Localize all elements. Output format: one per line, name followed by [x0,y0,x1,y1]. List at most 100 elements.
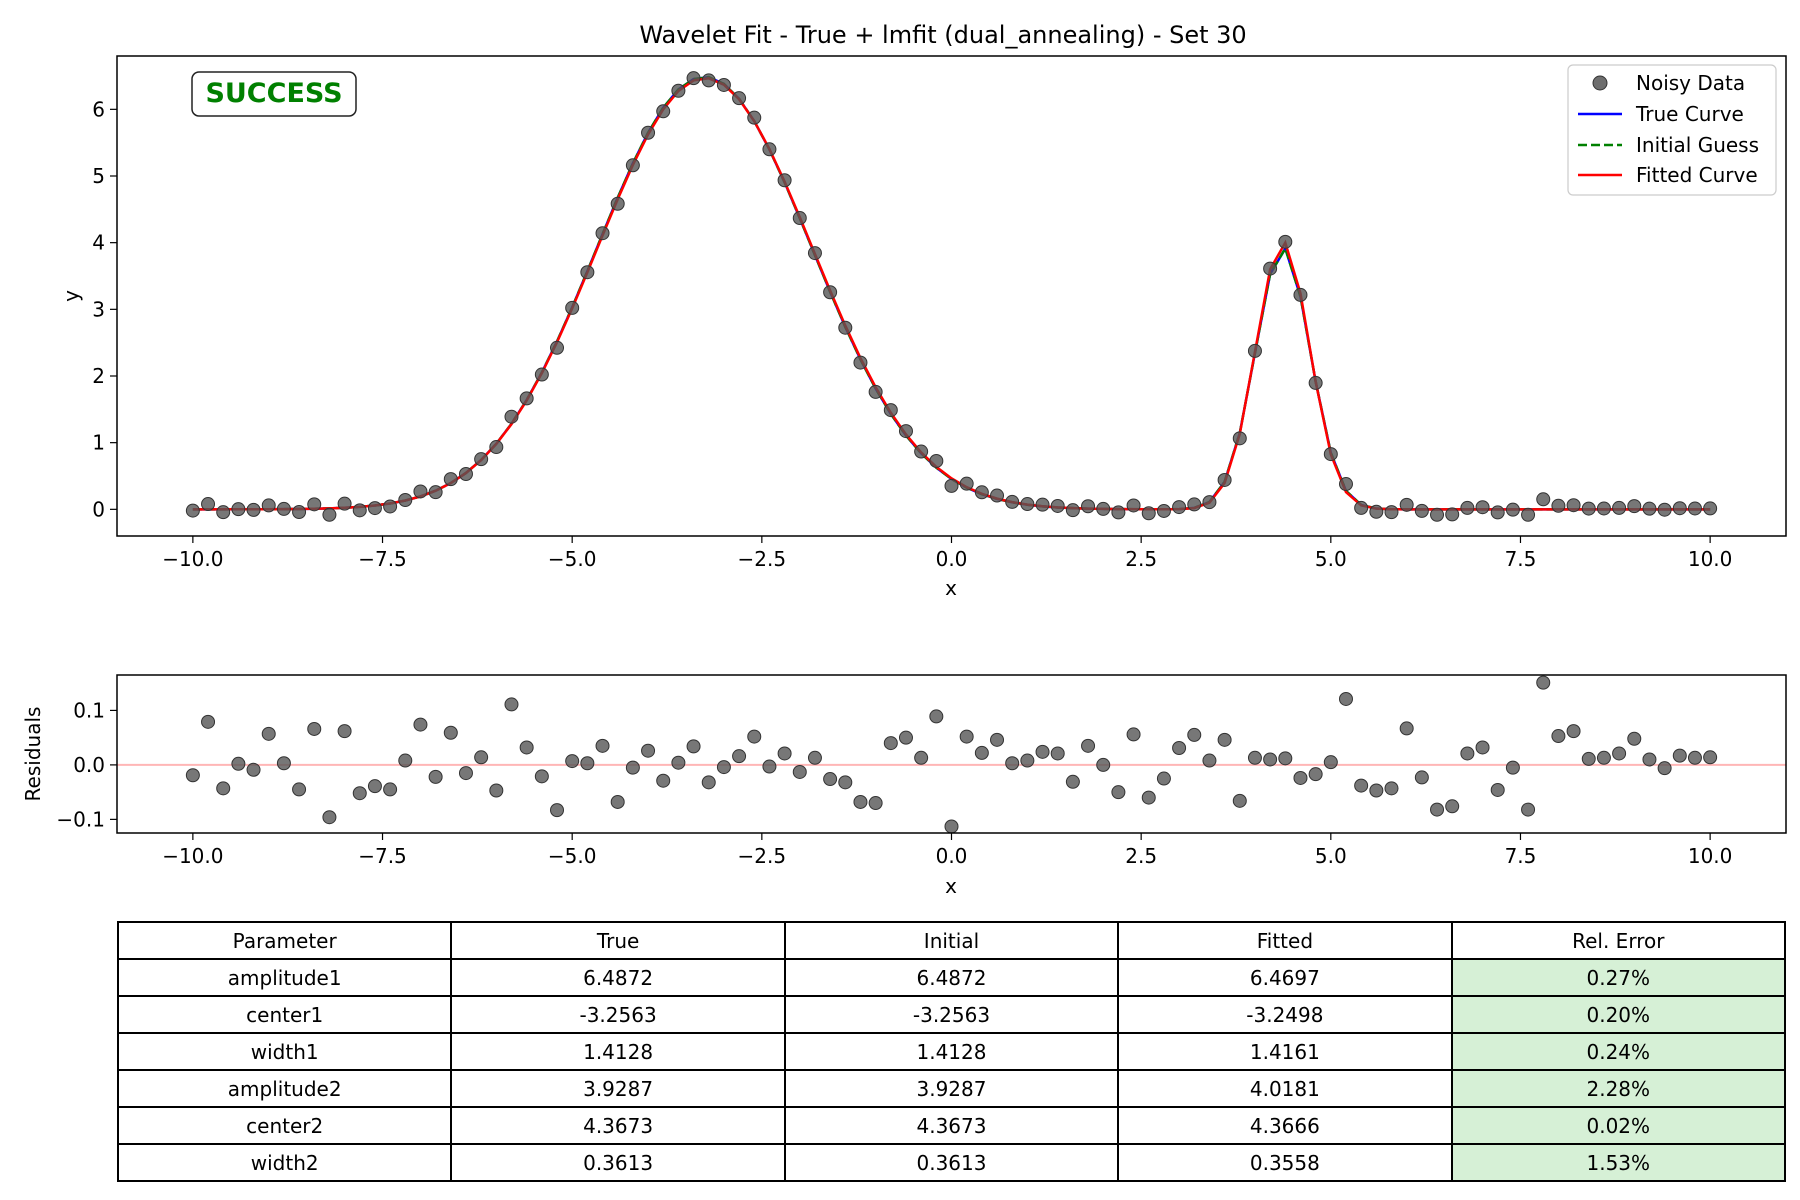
residual-point [322,810,337,825]
noisy-data-point [1156,503,1171,518]
table-row: width1 1.4128 1.4128 1.4161 0.24% [116,1032,1787,1071]
main-xtick-label: 2.5 [1125,547,1157,571]
noisy-data-point [914,444,929,459]
noisy-data-point [322,507,337,522]
noisy-data-point [1369,504,1384,519]
residual-point [1050,746,1065,761]
main-ytick-label: 3 [92,297,105,321]
residual-point [1035,744,1050,759]
noisy-data-point [580,265,595,280]
residual-point [1475,740,1490,755]
main-ytick-label: 5 [92,164,105,188]
noisy-data-point [185,503,200,518]
residual-point [656,773,671,788]
residual-point [519,740,534,755]
noisy-data-point [231,502,246,517]
noisy-data-point [990,488,1005,503]
residual-point [807,750,822,765]
noisy-data-point [1596,501,1611,516]
rel-error-cell: 2.28% [1450,1069,1787,1108]
residual-point [1460,746,1475,761]
noisy-data-point [367,501,382,516]
residual-point [1111,785,1126,800]
table-header-cell: Initial [783,921,1120,960]
residual-point [686,739,701,754]
table-cell: 4.3666 [1117,1106,1453,1145]
rel-error-cell: 0.27% [1450,958,1787,997]
noisy-data-point [1141,506,1156,521]
chart-title: Wavelet Fit - True + lmfit (dual_anneali… [639,21,1246,49]
noisy-data-point [443,472,458,487]
table-row: center1 -3.2563 -3.2563 -3.2498 0.20% [116,995,1787,1034]
residuals-xtick-label: 10.0 [1688,844,1733,868]
residual-point [185,768,200,783]
residual-point [1081,738,1096,753]
residual-point [1672,748,1687,763]
rel-error-cell: 1.53% [1450,1143,1787,1182]
noisy-data-point [216,505,231,520]
noisy-data-point [853,355,868,370]
noisy-data-point [701,73,716,88]
residual-point [1581,751,1596,766]
legend-label-true-curve: True Curve [1635,102,1744,126]
noisy-data-point [807,246,822,261]
residuals-ylabel: Residuals [21,707,45,802]
residuals-xtick-label: 7.5 [1505,844,1537,868]
residual-point [1551,729,1566,744]
residual-point [641,743,656,758]
residual-point [853,794,868,809]
noisy-data-point [716,77,731,92]
noisy-data-point [1035,497,1050,512]
residual-point [1308,767,1323,782]
noisy-data-point [1490,505,1505,520]
noisy-data-point [641,125,656,140]
noisy-data-point [1111,505,1126,520]
noisy-data-point [777,173,792,188]
residual-point [1505,760,1520,775]
table-cell: 6.4697 [1117,958,1453,997]
residual-point [959,729,974,744]
noisy-data-point [1202,495,1217,510]
noisy-data-point [1551,498,1566,513]
main-ytick-label: 6 [92,97,105,121]
residual-point [246,762,261,777]
table-cell: 4.3673 [450,1106,786,1145]
legend-label-noisy-data: Noisy Data [1636,71,1745,95]
noisy-data-point [398,492,413,507]
residual-point [1202,753,1217,768]
noisy-data-point [1414,503,1429,518]
table-row: center2 4.3673 4.3673 4.3666 0.02% [116,1106,1787,1145]
residual-point [1156,771,1171,786]
residual-point [1384,781,1399,796]
noisy-data-point [974,485,989,500]
residual-point [565,754,580,769]
noisy-data-point [868,384,883,399]
legend: Noisy Data True Curve Initial Guess Fitt… [1567,64,1777,196]
noisy-data-point [1187,497,1202,512]
noisy-data-point [489,440,504,455]
residual-point [489,783,504,798]
table-cell: 3.9287 [450,1069,786,1108]
noisy-data-point [1323,447,1338,462]
table-row: width2 0.3613 0.3613 0.3558 1.53% [116,1143,1787,1182]
residual-point [1445,799,1460,814]
noisy-data-point [276,501,291,516]
table-cell: 4.0181 [1117,1069,1453,1108]
noisy-data-point [1217,472,1232,487]
main-ytick-label: 1 [92,431,105,455]
legend-marker-noisy-data [1592,75,1608,91]
noisy-data-point [898,424,913,439]
noisy-data-point [261,498,276,513]
table-cell: 6.4872 [450,958,786,997]
table-header-cell: Rel. Error [1450,921,1787,960]
noisy-data-point [1399,497,1414,512]
residual-point [671,755,686,770]
noisy-data-point [1460,500,1475,515]
status-badge: SUCCESS [191,71,357,117]
noisy-data-point [732,91,747,106]
residual-point [868,796,883,811]
noisy-data-point [792,211,807,226]
noisy-data-point [1627,499,1642,514]
residual-point [1627,731,1642,746]
